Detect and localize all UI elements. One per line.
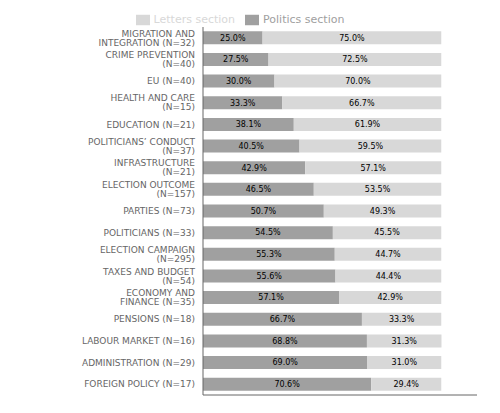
- svg-text:44.7%: 44.7%: [375, 250, 401, 259]
- svg-text:ADMINISTRATION (N=29): ADMINISTRATION (N=29): [82, 358, 195, 368]
- svg-text:ELECTION CAMPAIGN(N=295): ELECTION CAMPAIGN(N=295): [100, 245, 195, 264]
- svg-text:44.4%: 44.4%: [376, 272, 402, 281]
- svg-text:30.0%: 30.0%: [226, 77, 252, 86]
- svg-text:45.5%: 45.5%: [374, 228, 400, 237]
- svg-text:70.6%: 70.6%: [274, 380, 300, 389]
- svg-text:33.3%: 33.3%: [230, 99, 256, 108]
- svg-text:55.3%: 55.3%: [256, 250, 282, 259]
- svg-text:LABOUR MARKET (N=16): LABOUR MARKET (N=16): [82, 336, 195, 346]
- svg-text:61.9%: 61.9%: [355, 120, 381, 129]
- svg-text:POLITICIANS (N=33): POLITICIANS (N=33): [104, 228, 195, 238]
- svg-text:49.3%: 49.3%: [370, 207, 396, 216]
- svg-text:46.5%: 46.5%: [246, 185, 272, 194]
- svg-text:54.5%: 54.5%: [255, 228, 281, 237]
- svg-text:EU (N=40): EU (N=40): [147, 76, 195, 86]
- svg-text:EDUCATION (N=21): EDUCATION (N=21): [106, 120, 195, 130]
- svg-text:31.0%: 31.0%: [392, 358, 418, 367]
- svg-text:59.5%: 59.5%: [358, 142, 384, 151]
- svg-text:POLITICIANS’ CONDUCT(N=37): POLITICIANS’ CONDUCT(N=37): [88, 137, 195, 156]
- svg-text:CRIME PREVENTION(N=40): CRIME PREVENTION(N=40): [106, 50, 195, 69]
- html-text:Politics section: Politics section: [263, 13, 345, 26]
- svg-text:66.7%: 66.7%: [349, 99, 375, 108]
- svg-text:33.3%: 33.3%: [389, 315, 415, 324]
- svg-text:50.7%: 50.7%: [251, 207, 277, 216]
- svg-text:57.1%: 57.1%: [258, 293, 284, 302]
- svg-text:69.0%: 69.0%: [272, 358, 298, 367]
- svg-text:TAXES AND BUDGET(N=54): TAXES AND BUDGET(N=54): [102, 267, 195, 286]
- svg-text:38.1%: 38.1%: [236, 120, 262, 129]
- svg-text:57.1%: 57.1%: [361, 164, 387, 173]
- svg-text:72.5%: 72.5%: [342, 55, 368, 64]
- svg-text:53.5%: 53.5%: [365, 185, 391, 194]
- svg-text:PARTIES (N=73): PARTIES (N=73): [123, 206, 195, 216]
- svg-text:25.0%: 25.0%: [220, 34, 246, 43]
- html-text:Letters section: Letters section: [153, 13, 235, 26]
- svg-text:29.4%: 29.4%: [394, 380, 420, 389]
- svg-text:68.8%: 68.8%: [272, 337, 298, 346]
- svg-text:ECONOMY ANDFINANCE (N=35): ECONOMY ANDFINANCE (N=35): [120, 288, 195, 307]
- svg-text:70.0%: 70.0%: [345, 77, 371, 86]
- svg-text:31.3%: 31.3%: [392, 337, 418, 346]
- svg-text:MIGRATION ANDINTEGRATION (N=32: MIGRATION ANDINTEGRATION (N=32): [99, 29, 196, 48]
- svg-text:55.6%: 55.6%: [257, 272, 283, 281]
- svg-text:ELECTION OUTCOME(N=157): ELECTION OUTCOME(N=157): [102, 180, 195, 199]
- svg-text:INFRASTRUCTURE(N=21): INFRASTRUCTURE(N=21): [114, 158, 195, 177]
- svg-text:40.5%: 40.5%: [239, 142, 265, 151]
- svg-text:FOREIGN POLICY (N=17): FOREIGN POLICY (N=17): [84, 379, 195, 389]
- svg-text:66.7%: 66.7%: [270, 315, 296, 324]
- svg-text:42.9%: 42.9%: [241, 164, 267, 173]
- svg-text:27.5%: 27.5%: [223, 55, 249, 64]
- svg-text:42.9%: 42.9%: [377, 293, 403, 302]
- svg-text:PENSIONS (N=18): PENSIONS (N=18): [114, 314, 195, 324]
- svg-text:75.0%: 75.0%: [339, 34, 365, 43]
- svg-text:HEALTH AND CARE(N=15): HEALTH AND CARE(N=15): [110, 93, 195, 112]
